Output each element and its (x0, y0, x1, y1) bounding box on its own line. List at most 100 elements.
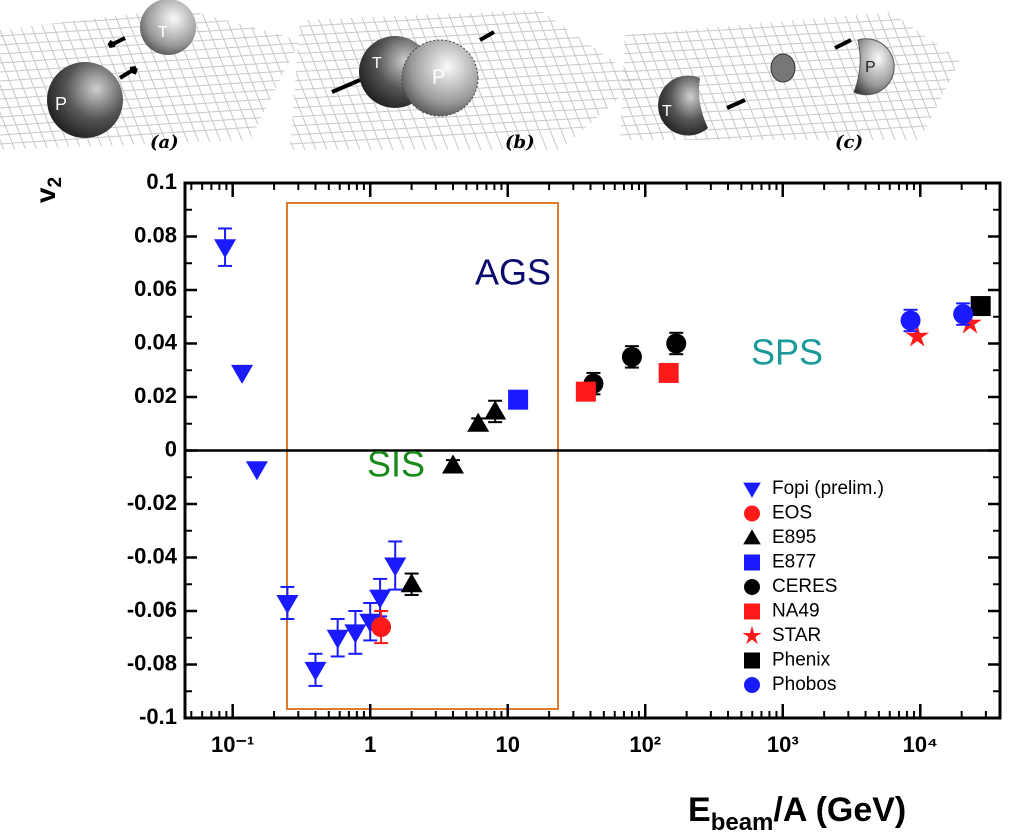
grid-line (0, 87, 300, 109)
grid-line (307, 0, 367, 150)
legend-marker (744, 579, 760, 595)
grid-line (620, 33, 960, 55)
legend-label: E877 (772, 552, 816, 573)
region-box (286, 202, 559, 710)
grid-line (185, 8, 247, 150)
nucleus (658, 75, 708, 136)
grid-line (0, 8, 16, 150)
grid-line (119, 8, 181, 150)
grid-line (1004, 0, 1019, 150)
y-tick-label: -0.08 (127, 650, 177, 675)
grid-line (497, 10, 559, 150)
nucleus-label: P (865, 59, 876, 76)
grid-line (290, 10, 339, 150)
nucleus-label: P (55, 94, 67, 114)
point (621, 346, 642, 367)
grid-line (620, 12, 960, 28)
y-tick-label: -0.04 (127, 543, 178, 568)
grid-line (926, 12, 960, 140)
nucleus (401, 39, 479, 117)
annotation: AGS (475, 252, 551, 293)
y-tick-label: 0.08 (134, 222, 177, 247)
legend-label: Phobos (772, 674, 836, 695)
legend-marker (743, 529, 761, 545)
grid-line (108, 8, 170, 150)
grid-line (290, 10, 317, 150)
grid-line (273, 8, 300, 150)
grid-line (290, 10, 306, 150)
legend-marker (744, 603, 760, 620)
grid-line (290, 105, 640, 127)
grid-line (620, 12, 636, 140)
legend-label: Fopi (prelim.) (772, 478, 884, 499)
grid-line (262, 8, 300, 150)
grid-line (620, 12, 960, 19)
grid-line (290, 0, 640, 9)
grid-line (0, 8, 5, 150)
legend-marker (743, 482, 761, 498)
grid-line (0, 105, 300, 127)
legend-marker (744, 505, 760, 522)
nucleus-label: T (158, 24, 168, 41)
grid-line (86, 8, 148, 150)
illustration: T P T P T P (a) (b) (c) (0, 0, 1019, 153)
point (326, 629, 349, 649)
grid-line (207, 8, 269, 150)
point (970, 296, 991, 317)
annotation: SIS (367, 444, 425, 485)
y-label-main: v (30, 187, 61, 203)
y-tick-label: 0.06 (134, 276, 177, 301)
panel-caption: (b) (505, 132, 535, 153)
grid-line (959, 12, 960, 140)
point (658, 362, 679, 383)
arrow (107, 36, 138, 80)
x-tick-label: 10³ (767, 732, 799, 757)
point (467, 412, 490, 432)
grid-line (827, 12, 889, 140)
grid-line (486, 10, 548, 150)
grid-line (915, 12, 960, 140)
grid-line (295, 8, 300, 150)
nucleus-label: T (372, 55, 382, 72)
nucleus (140, 0, 196, 55)
grid-line (0, 51, 300, 73)
y-axis-label: v2 (30, 177, 66, 203)
point (958, 310, 982, 334)
point (400, 573, 423, 593)
point (900, 310, 921, 331)
grid-line (0, 8, 49, 150)
grid-line (299, 10, 361, 150)
nucleus-label: T (662, 103, 672, 120)
grid-line (290, 15, 640, 37)
grid-line (290, 10, 640, 19)
grid-line (290, 114, 640, 136)
grid-line (0, 8, 60, 150)
point (231, 364, 254, 384)
grid-line (620, 42, 960, 64)
grid-line (937, 12, 960, 140)
legend-label: NA49 (772, 601, 820, 622)
grid-line (816, 12, 878, 140)
grid-line (0, 69, 300, 91)
grid-line (453, 10, 515, 150)
grid-floor (620, 0, 1019, 150)
y-label-sub: 2 (45, 177, 66, 188)
point (905, 324, 930, 347)
x-tick-label: 10 (495, 732, 519, 757)
y-tick-label: -0.02 (127, 490, 177, 515)
grid-line (620, 24, 960, 46)
point (575, 381, 596, 402)
grid-line (0, 42, 300, 64)
grid-line (251, 8, 300, 150)
grid-line (0, 60, 300, 82)
point (344, 624, 367, 644)
legend-label: E895 (772, 527, 816, 548)
y-tick-label: 0.1 (146, 169, 177, 194)
grid-line (0, 8, 27, 150)
point (359, 613, 382, 633)
x-tick-label: 1 (364, 732, 376, 757)
x-label-rest: /A (GeV) (773, 791, 906, 829)
annotation: SPS (751, 332, 823, 373)
y-tick-label: -0.1 (139, 704, 177, 729)
